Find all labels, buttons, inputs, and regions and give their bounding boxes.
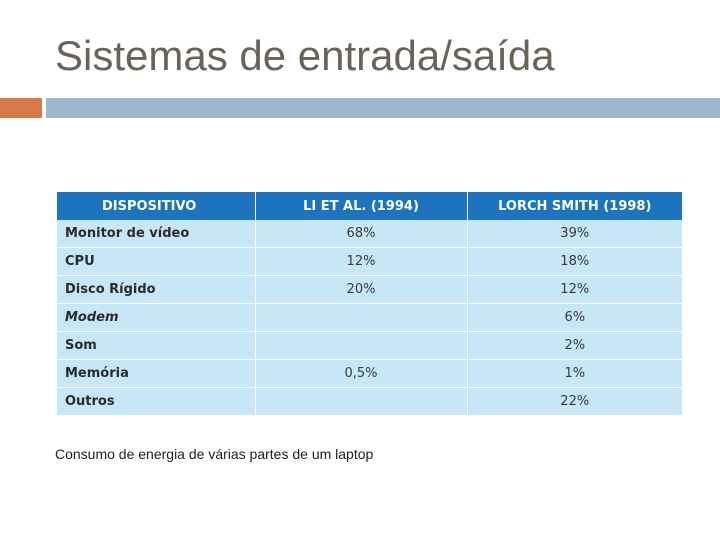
row-li-value	[255, 387, 468, 415]
table-caption: Consumo de energia de várias partes de u…	[55, 446, 374, 462]
row-device-label: CPU	[57, 247, 256, 276]
column-header-li: LI ET AL. (1994)	[255, 192, 468, 220]
row-li-value: 12%	[255, 247, 468, 276]
row-device-label: Modem	[57, 303, 256, 332]
power-consumption-table: DISPOSITIVO LI ET AL. (1994) LORCH SMITH…	[57, 192, 682, 415]
row-device-label: Memória	[57, 359, 256, 388]
table-header-row: DISPOSITIVO LI ET AL. (1994) LORCH SMITH…	[57, 192, 682, 220]
row-device-label: Monitor de vídeo	[57, 220, 256, 248]
row-lorch-value: 2%	[467, 331, 682, 360]
table-row: Modem 6%	[57, 303, 682, 332]
table-row: Outros 22%	[57, 387, 682, 415]
table-row: Som 2%	[57, 331, 682, 360]
row-lorch-value: 22%	[467, 387, 682, 415]
row-lorch-value: 1%	[467, 359, 682, 388]
row-lorch-value: 18%	[467, 247, 682, 276]
column-header-lorch: LORCH SMITH (1998)	[467, 192, 682, 220]
row-device-label: Disco Rígido	[57, 275, 256, 304]
row-lorch-value: 39%	[467, 220, 682, 248]
row-li-value: 68%	[255, 220, 468, 248]
slide-title: Sistemas de entrada/saída	[55, 32, 555, 79]
row-device-label: Som	[57, 331, 256, 360]
row-li-value	[255, 331, 468, 360]
table-row: CPU 12% 18%	[57, 247, 682, 276]
row-lorch-value: 6%	[467, 303, 682, 332]
table-row: Memória 0,5% 1%	[57, 359, 682, 388]
title-divider-bar	[46, 98, 720, 118]
row-li-value: 20%	[255, 275, 468, 304]
title-accent-bar	[0, 98, 42, 118]
row-device-label: Outros	[57, 387, 256, 415]
table-row: Disco Rígido 20% 12%	[57, 275, 682, 304]
row-li-value: 0,5%	[255, 359, 468, 388]
table-row: Monitor de vídeo 68% 39%	[57, 220, 682, 248]
row-li-value	[255, 303, 468, 332]
row-lorch-value: 12%	[467, 275, 682, 304]
column-header-device: DISPOSITIVO	[57, 192, 256, 220]
